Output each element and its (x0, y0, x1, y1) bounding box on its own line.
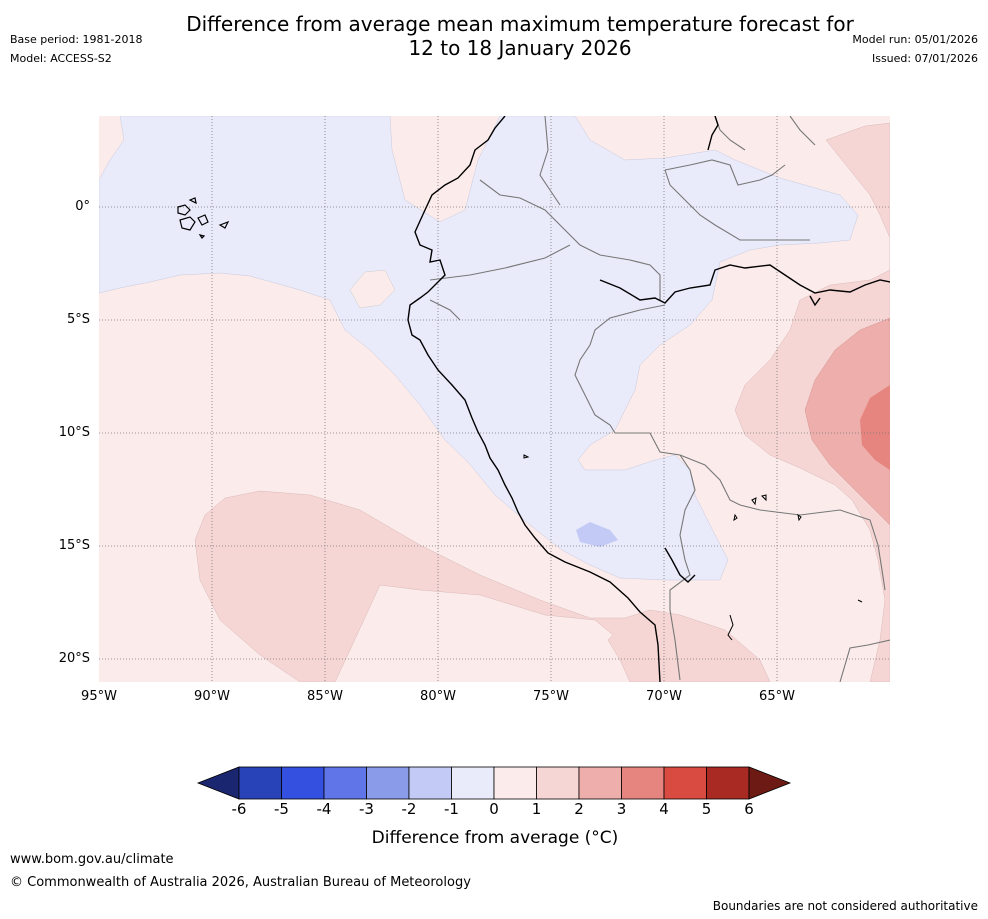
colorbar-extend-low (196, 766, 240, 800)
colorbar-tick-label: 2 (574, 800, 584, 818)
anomaly-band-0-1-patch (349, 269, 396, 309)
chart-title: Difference from average mean maximum tem… (130, 12, 910, 60)
lon-label-95w: 95°W (81, 689, 117, 704)
issued-text: Issued: 07/01/2026 (871, 52, 978, 65)
lon-label-70w: 70°W (646, 689, 682, 704)
anomaly-band-neg1-0 (99, 116, 859, 581)
lon-label-85w: 85°W (307, 689, 343, 704)
anomaly-band-1-2-sw (194, 490, 771, 682)
colorbar-extend-high (748, 766, 792, 800)
colorbar-tick-label: 4 (659, 800, 669, 818)
coastline (407, 116, 890, 682)
anomaly-band-neg2-neg1 (576, 522, 618, 547)
colorbar-tick-label: -4 (316, 800, 332, 818)
lon-label-90w: 90°W (194, 689, 230, 704)
anomaly-band-2-3 (804, 317, 890, 526)
colorbar-tick-label: 5 (701, 800, 712, 818)
gridlines (99, 116, 890, 682)
map-area (99, 116, 890, 682)
colorbar-tick-label: -2 (401, 800, 417, 818)
colorbar-tick-label: 0 (489, 800, 499, 818)
colorbar-segment (408, 766, 452, 800)
footer-copyright: © Commonwealth of Australia 2026, Austra… (10, 875, 471, 890)
colorbar-segment (621, 766, 665, 800)
colorbar (196, 766, 792, 800)
lat-label-15s: 15°S (58, 538, 90, 553)
colorbar-label: Difference from average (°C) (371, 828, 619, 848)
colorbar-tick-label: -1 (444, 800, 459, 818)
anomaly-band-3-4 (860, 385, 890, 470)
footer-disclaimer: Boundaries are not considered authoritat… (712, 899, 978, 913)
lat-label-5s: 5°S (66, 312, 90, 327)
lon-label-75w: 75°W (533, 689, 569, 704)
title-line-2: 12 to 18 January 2026 (408, 36, 632, 60)
colorbar-tick-label: 1 (531, 800, 542, 818)
colorbar-segment (238, 766, 282, 800)
colorbar-segment (578, 766, 622, 800)
colorbar-tick-label: -5 (274, 800, 289, 818)
colorbar-tick-label: -6 (231, 800, 247, 818)
base-period-text: Base period: 1981-2018 (10, 33, 143, 46)
model-text: Model: ACCESS-S2 (10, 52, 112, 65)
colorbar-segment (493, 766, 537, 800)
lon-label-80w: 80°W (420, 689, 456, 704)
colorbar-segment (706, 766, 750, 800)
galapagos-islands (177, 197, 230, 239)
title-line-1: Difference from average mean maximum tem… (186, 12, 854, 36)
model-run-text: Model run: 05/01/2026 (852, 33, 978, 46)
footer-url: www.bom.gov.au/climate (10, 852, 174, 867)
colorbar-segment (536, 766, 580, 800)
colorbar-tick-label: 6 (744, 800, 754, 818)
colorbar-ticks: -6 -5 -4 -3 -2 -1 0 1 2 3 4 5 6 (200, 800, 800, 822)
lat-label-10s: 10°S (58, 425, 90, 440)
colorbar-segment (663, 766, 707, 800)
country-borders (429, 116, 890, 682)
colorbar-segment (323, 766, 367, 800)
lat-label-0: 0° (75, 199, 90, 214)
lon-label-65w: 65°W (759, 689, 795, 704)
colorbar-segment (366, 766, 410, 800)
colorbar-segment (281, 766, 325, 800)
lat-label-20s: 20°S (58, 651, 90, 666)
colorbar-tick-label: -3 (359, 800, 374, 818)
colorbar-tick-label: 3 (616, 800, 627, 818)
lake-titicaca (523, 454, 863, 641)
colorbar-segment (451, 766, 495, 800)
